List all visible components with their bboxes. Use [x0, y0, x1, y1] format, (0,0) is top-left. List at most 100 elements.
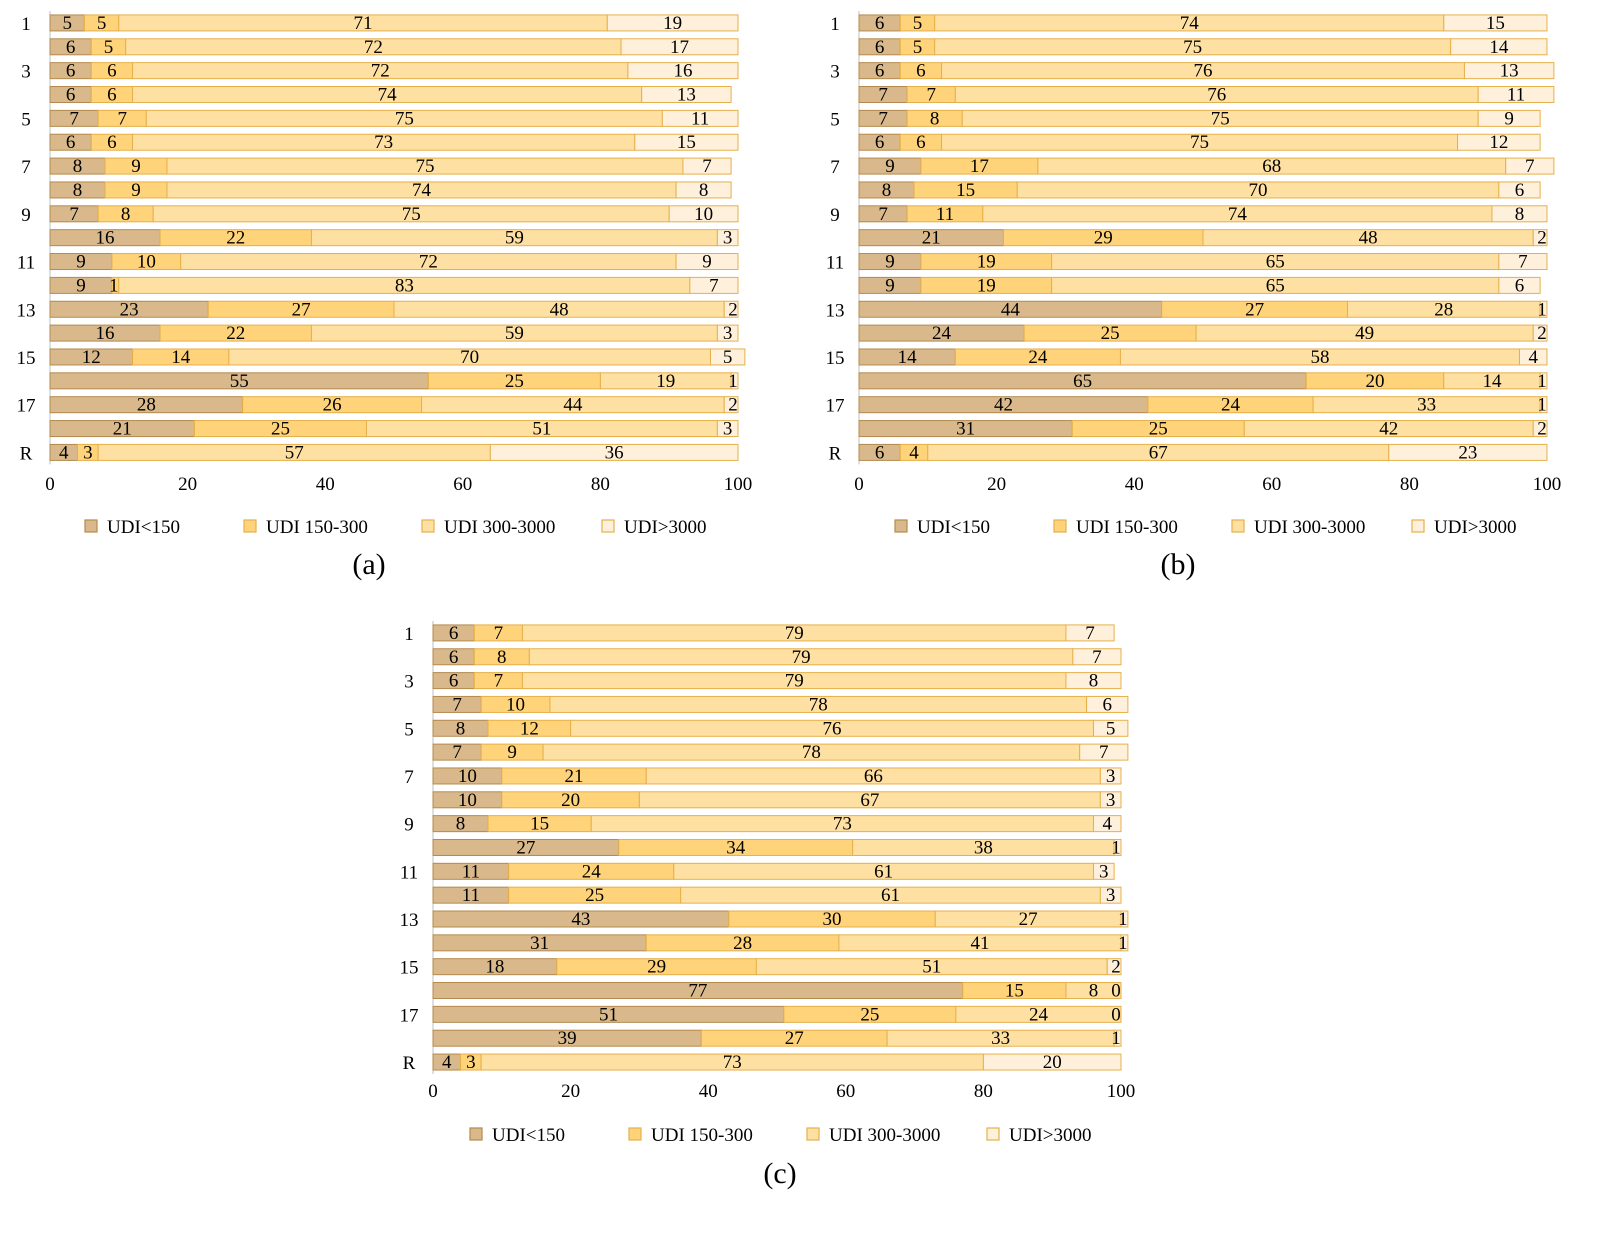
- data-label-c-18-3: 20: [1043, 1052, 1062, 1073]
- bar-segment-c-5-3: [1079, 743, 1129, 761]
- bar-segment-b-9-3: [1532, 229, 1548, 247]
- data-label-b-6-0: 9: [885, 156, 895, 177]
- legend-swatch-c-1: [628, 1127, 642, 1141]
- data-label-b-2-1: 6: [916, 61, 926, 82]
- bar-segment-c-3-3: [1086, 695, 1129, 713]
- legend-swatch-b-3: [1411, 519, 1425, 533]
- data-label-b-6-1: 17: [970, 156, 989, 177]
- category-label-b-10: 11: [826, 253, 844, 274]
- data-label-a-13-2: 59: [505, 323, 524, 344]
- panel-label-c: (c): [763, 1157, 796, 1190]
- bar-segment-b-2-3: [1463, 62, 1555, 80]
- data-label-c-3-1: 10: [506, 694, 525, 715]
- data-label-a-9-1: 22: [226, 228, 245, 249]
- data-label-c-6-2: 66: [864, 766, 883, 787]
- bar-segment-b-11-3: [1498, 276, 1541, 294]
- legend-label-a-0: UDI<150: [107, 517, 180, 538]
- data-label-a-13-3: 3: [723, 323, 733, 344]
- data-label-c-13-2: 41: [970, 933, 989, 954]
- bar-segment-b-6-3: [1505, 157, 1555, 175]
- data-label-a-18-0: 4: [59, 442, 69, 463]
- data-label-c-15-1: 15: [1005, 981, 1024, 1002]
- bar-segment-b-14-3: [1518, 348, 1548, 366]
- data-label-c-13-0: 31: [530, 933, 549, 954]
- data-label-b-0-0: 6: [875, 13, 885, 34]
- data-label-c-6-3: 3: [1106, 766, 1116, 787]
- bar-segment-b-17-3: [1532, 420, 1548, 438]
- x-tick-label-b-4: 80: [1400, 474, 1419, 495]
- category-label-c-18: R: [403, 1053, 416, 1074]
- data-label-c-7-1: 20: [561, 790, 580, 811]
- category-label-a-10: 11: [17, 253, 35, 274]
- data-label-a-17-0: 21: [113, 419, 132, 440]
- data-label-a-14-1: 14: [171, 347, 191, 368]
- data-label-c-12-1: 30: [823, 909, 842, 930]
- bar-segment-a-6-3: [682, 157, 732, 175]
- data-label-c-17-3: 1: [1111, 1028, 1121, 1049]
- data-label-c-15-0: 77: [688, 981, 707, 1002]
- data-label-a-12-2: 48: [550, 299, 569, 320]
- bar-segment-a-17-3: [716, 420, 739, 438]
- data-label-c-11-0: 11: [462, 885, 480, 906]
- data-label-b-16-1: 24: [1221, 395, 1241, 416]
- data-label-b-15-1: 20: [1366, 371, 1385, 392]
- data-label-c-5-1: 9: [507, 742, 517, 763]
- data-label-c-2-2: 79: [785, 671, 804, 692]
- bar-segment-b-0-3: [1443, 14, 1548, 32]
- legend-swatch-c-0: [469, 1127, 483, 1141]
- data-label-b-4-1: 8: [930, 108, 940, 129]
- bar-segment-c-14-3: [1106, 958, 1122, 976]
- data-label-a-16-3: 2: [728, 395, 738, 416]
- data-label-a-13-0: 16: [96, 323, 115, 344]
- data-label-a-14-3: 5: [723, 347, 733, 368]
- category-label-c-2: 3: [404, 672, 414, 693]
- x-tick-label-c-0: 0: [428, 1081, 438, 1102]
- data-label-b-17-2: 42: [1379, 419, 1398, 440]
- data-label-a-10-2: 72: [419, 252, 438, 273]
- data-label-b-12-0: 44: [1001, 299, 1021, 320]
- category-label-b-0: 1: [830, 14, 840, 35]
- data-label-c-11-3: 3: [1106, 885, 1116, 906]
- data-label-b-12-3: 1: [1537, 299, 1547, 320]
- category-label-a-6: 7: [21, 157, 31, 178]
- bar-segment-b-13-3: [1532, 324, 1548, 342]
- data-label-c-4-0: 8: [456, 718, 466, 739]
- data-label-b-6-3: 7: [1525, 156, 1535, 177]
- chart-c-svg: 6 7 79 716 8 79 76 7 79 837 10 78 68 12 76 557 9 78 710 21 6…: [400, 621, 1135, 1190]
- bar-segment-a-5-3: [634, 133, 739, 151]
- bar-segment-c-10-3: [1092, 862, 1115, 880]
- bar-segment-c-18-3: [982, 1053, 1122, 1071]
- bar-segment-a-2-3: [627, 62, 739, 80]
- data-label-c-16-1: 25: [860, 1004, 879, 1025]
- data-label-c-10-1: 24: [582, 861, 602, 882]
- data-label-b-0-2: 74: [1180, 13, 1200, 34]
- bar-segment-c-0-3: [1065, 624, 1115, 642]
- data-label-b-14-0: 14: [898, 347, 918, 368]
- bar-segment-a-9-3: [716, 229, 739, 247]
- data-label-b-12-1: 27: [1245, 299, 1264, 320]
- data-label-b-11-1: 19: [977, 275, 996, 296]
- chart-panel-c: 6 7 79 7 1 6 8 79 7 6 7 79 8 3 7 10 78 6 8 12 76 5 5 7 9 78 7 10 21 6…: [390, 620, 1180, 1245]
- data-label-c-2-0: 6: [449, 671, 459, 692]
- data-label-b-7-3: 6: [1515, 180, 1525, 201]
- data-label-a-17-3: 3: [723, 419, 733, 440]
- legend-swatch-c-2: [806, 1127, 820, 1141]
- category-label-c-12: 13: [400, 910, 419, 931]
- data-label-c-11-1: 25: [585, 885, 604, 906]
- data-label-a-1-3: 17: [670, 37, 689, 58]
- data-label-c-4-2: 76: [823, 718, 842, 739]
- data-label-c-17-0: 39: [558, 1028, 577, 1049]
- data-label-b-7-0: 8: [882, 180, 892, 201]
- data-label-a-1-0: 6: [66, 37, 76, 58]
- data-label-b-11-2: 65: [1266, 275, 1285, 296]
- data-label-b-13-0: 24: [932, 323, 952, 344]
- data-label-a-15-0: 55: [230, 371, 249, 392]
- data-label-b-3-1: 7: [926, 85, 936, 106]
- data-label-b-13-2: 49: [1355, 323, 1374, 344]
- category-label-a-18: R: [20, 443, 33, 464]
- data-label-b-13-1: 25: [1101, 323, 1120, 344]
- category-label-b-6: 7: [830, 157, 840, 178]
- data-label-a-8-0: 7: [69, 204, 79, 225]
- legend-swatch-c-3: [986, 1127, 1000, 1141]
